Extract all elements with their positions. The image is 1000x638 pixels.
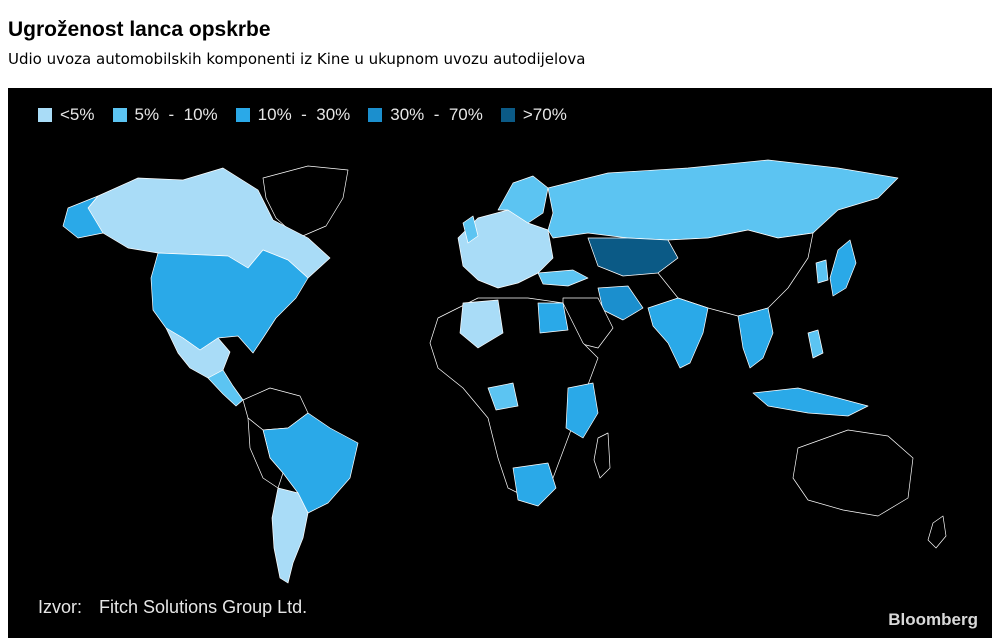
legend-item: <5% (38, 105, 95, 125)
legend-label: >70% (522, 105, 567, 124)
egypt-region (537, 302, 569, 334)
source-prefix: Izvor: (38, 597, 83, 617)
korea-region (815, 259, 829, 284)
uk-region (462, 215, 479, 244)
legend-swatch (235, 108, 250, 122)
turkey-region (537, 269, 589, 287)
legend-label: 10% - 30% (257, 105, 351, 124)
legend-label: 30% - 70% (390, 105, 483, 124)
map-panel: <5% 5% - 10% 10% - 30% 30% - 70% >70% (8, 88, 992, 638)
usa-region (150, 249, 309, 354)
andes-region (247, 417, 284, 489)
central-america-region (207, 369, 244, 407)
header: Ugroženost lanca opskrbe Udio uvoza auto… (0, 0, 1000, 90)
legend-item: 10% - 30% (235, 105, 351, 125)
new-zealand-region (927, 515, 947, 549)
alaska-region (62, 195, 104, 239)
europe-region (457, 209, 554, 289)
legend-swatch (368, 108, 383, 122)
nigeria-region (487, 382, 519, 411)
legend-swatch (500, 108, 515, 122)
greenland-region (262, 165, 349, 239)
legend: <5% 5% - 10% 10% - 30% 30% - 70% >70% (38, 105, 585, 125)
east-africa-region (565, 382, 599, 439)
chart-subtitle: Udio uvoza automobilskih komponenti iz K… (8, 50, 586, 68)
japan-region (829, 239, 857, 297)
legend-item: 5% - 10% (112, 105, 218, 125)
russia-region (547, 159, 899, 241)
argentina-region (271, 487, 309, 584)
source-note: Izvor: Fitch Solutions Group Ltd. (38, 597, 307, 618)
mexico-region (165, 327, 231, 379)
southeast-asia-region (737, 307, 774, 369)
chart-title: Ugroženost lanca opskrbe (8, 18, 271, 41)
legend-label: 5% - 10% (134, 105, 218, 124)
india-region (647, 297, 709, 369)
scandinavia-region (497, 175, 549, 224)
algeria-region (459, 299, 504, 349)
legend-swatch (112, 108, 127, 122)
legend-item: >70% (500, 105, 567, 125)
source-text: Fitch Solutions Group Ltd. (99, 597, 308, 617)
legend-label: <5% (60, 105, 95, 124)
legend-swatch (38, 108, 52, 122)
legend-item: 30% - 70% (368, 105, 483, 125)
china-region (657, 229, 814, 317)
south-africa-region (512, 462, 557, 507)
bloomberg-logo: Bloomberg (888, 610, 978, 629)
philippines-region (807, 329, 824, 359)
world-map (62, 159, 947, 584)
australia-region (792, 429, 914, 517)
madagascar-region (593, 432, 611, 479)
indonesia-region (752, 387, 869, 417)
